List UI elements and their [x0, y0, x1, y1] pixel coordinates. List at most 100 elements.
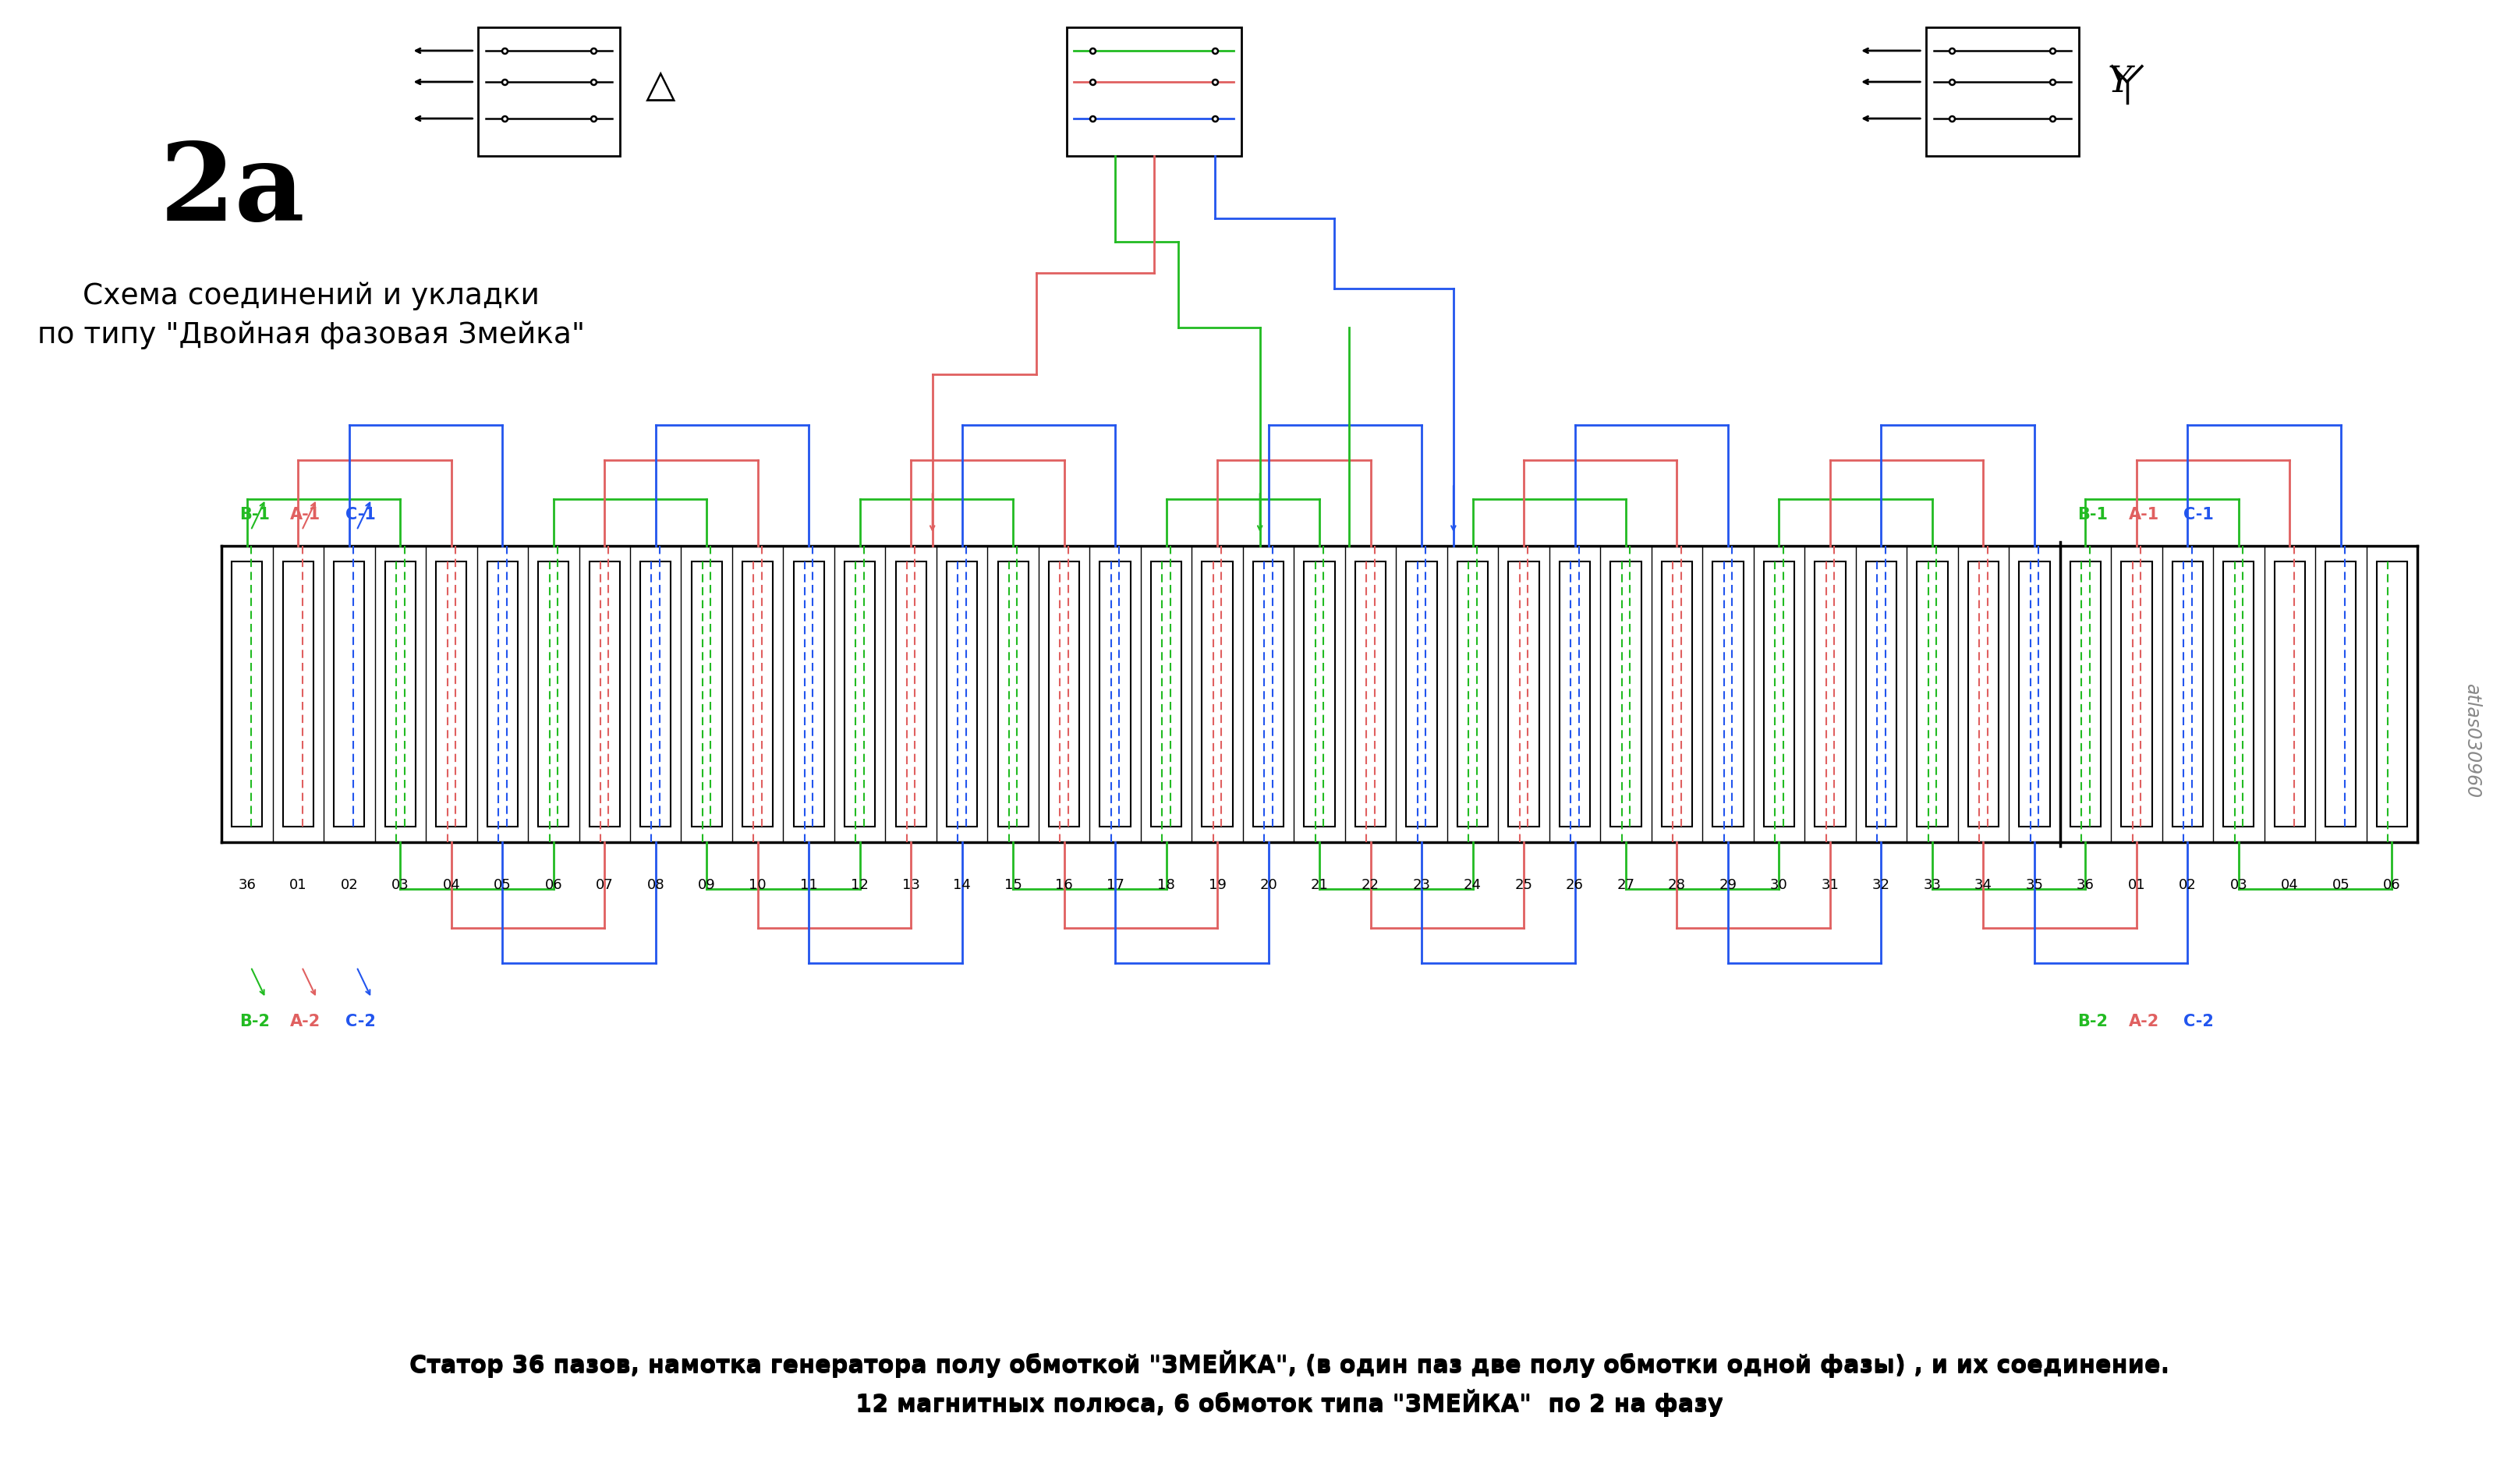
Bar — [2275, 561, 2305, 827]
Text: A-1: A-1 — [2128, 508, 2160, 522]
Bar — [1610, 561, 1640, 827]
Text: A-2: A-2 — [290, 1014, 320, 1030]
Bar — [2325, 561, 2355, 827]
Text: 05: 05 — [2332, 879, 2350, 892]
Text: A-1: A-1 — [290, 508, 320, 522]
Bar — [997, 561, 1027, 827]
Bar — [742, 561, 772, 827]
Text: Схема соединений и укладки: Схема соединений и укладки — [82, 282, 540, 310]
Text: 04: 04 — [442, 879, 460, 892]
Text: 11: 11 — [800, 879, 818, 892]
Bar — [1202, 561, 1232, 827]
Bar — [1457, 561, 1487, 827]
Text: B-2: B-2 — [2077, 1014, 2108, 1030]
Bar — [1100, 561, 1130, 827]
Bar — [845, 561, 875, 827]
Text: 12 магнитных полюса, 6 обмоток типа "ЗМЕЙКА"  по 2 на фазу: 12 магнитных полюса, 6 обмоток типа "ЗМЕ… — [855, 1389, 1722, 1416]
Bar — [232, 561, 262, 827]
Text: 26: 26 — [1565, 879, 1582, 892]
Bar — [1917, 561, 1948, 827]
Text: 04: 04 — [2280, 879, 2298, 892]
Bar — [2222, 561, 2255, 827]
Text: B-2: B-2 — [240, 1014, 270, 1030]
Bar — [2020, 561, 2050, 827]
Text: 23: 23 — [1412, 879, 1430, 892]
Text: 12: 12 — [850, 879, 870, 892]
Text: C-2: C-2 — [345, 1014, 375, 1030]
Text: △: △ — [645, 67, 675, 104]
Text: Y: Y — [2108, 64, 2132, 99]
Text: 07: 07 — [595, 879, 612, 892]
Text: 22: 22 — [1362, 879, 1380, 892]
Text: 14: 14 — [952, 879, 970, 892]
Bar — [537, 561, 570, 827]
Text: 34: 34 — [1975, 879, 1992, 892]
Text: по типу "Двойная фазовая Змейка": по типу "Двойная фазовая Змейка" — [37, 321, 585, 350]
Text: 15: 15 — [1005, 879, 1022, 892]
Text: 06: 06 — [545, 879, 562, 892]
Text: 30: 30 — [1770, 879, 1787, 892]
Text: 10: 10 — [750, 879, 767, 892]
Bar — [1252, 561, 1282, 827]
Text: 17: 17 — [1108, 879, 1125, 892]
Text: 01: 01 — [290, 879, 307, 892]
Text: 09: 09 — [698, 879, 715, 892]
Text: B-1: B-1 — [2077, 508, 2108, 522]
Bar — [1712, 561, 1742, 827]
Text: C-1: C-1 — [2182, 508, 2215, 522]
Bar — [335, 561, 365, 827]
Bar — [2172, 561, 2202, 827]
Text: 01: 01 — [2128, 879, 2145, 892]
Bar — [435, 561, 467, 827]
Bar — [385, 561, 415, 827]
Text: B-1: B-1 — [240, 508, 270, 522]
Text: 02: 02 — [340, 879, 357, 892]
Text: 32: 32 — [1872, 879, 1890, 892]
Bar — [477, 27, 620, 156]
Bar — [1507, 561, 1540, 827]
Text: 05: 05 — [492, 879, 512, 892]
Bar — [590, 561, 620, 827]
Bar — [1305, 561, 1335, 827]
Bar — [1968, 561, 1998, 827]
Text: 28: 28 — [1668, 879, 1685, 892]
Bar — [2378, 561, 2408, 827]
Text: 02: 02 — [2178, 879, 2198, 892]
Text: 18: 18 — [1158, 879, 1175, 892]
Text: 36: 36 — [2077, 879, 2095, 892]
Bar — [692, 561, 722, 827]
Text: 27: 27 — [1618, 879, 1635, 892]
Text: 03: 03 — [392, 879, 410, 892]
Bar — [1050, 561, 1080, 827]
Text: 35: 35 — [2025, 879, 2042, 892]
Text: 12 магнитных полюса, 6 обмоток типа "ЗМЕЙКА"  по 2 на фазу: 12 магнитных полюса, 6 обмоток типа "ЗМЕ… — [855, 1391, 1722, 1417]
Text: 33: 33 — [1922, 879, 1940, 892]
Bar — [1762, 561, 1795, 827]
Text: 29: 29 — [1720, 879, 1737, 892]
Bar — [1068, 27, 1242, 156]
Text: C-2: C-2 — [2182, 1014, 2215, 1030]
Text: 20: 20 — [1260, 879, 1278, 892]
Bar — [488, 561, 518, 827]
Text: 19: 19 — [1208, 879, 1225, 892]
Text: 16: 16 — [1055, 879, 1072, 892]
Text: 13: 13 — [902, 879, 920, 892]
Bar — [1407, 561, 1437, 827]
Bar — [1662, 561, 1693, 827]
Text: 25: 25 — [1515, 879, 1532, 892]
Bar — [640, 561, 670, 827]
Bar — [2120, 561, 2152, 827]
Bar — [895, 561, 925, 827]
Bar — [948, 561, 978, 827]
Bar — [282, 561, 312, 827]
Text: Статор 36 пазов, намотка генератора полу обмоткой "ЗМЕЙКА", (в один паз две полу: Статор 36 пазов, намотка генератора полу… — [410, 1352, 2170, 1379]
Bar — [1815, 561, 1845, 827]
Bar — [2070, 561, 2100, 827]
Bar — [1560, 561, 1590, 827]
Text: C-1: C-1 — [345, 508, 375, 522]
Text: Статор 36 пазов, намотка генератора полу обмоткой "ЗМЕЙКА", (в один паз две полу: Статор 36 пазов, намотка генератора полу… — [410, 1350, 2170, 1376]
Text: atlas030960: atlas030960 — [2462, 684, 2480, 798]
Text: 06: 06 — [2382, 879, 2400, 892]
Text: 2a: 2a — [160, 139, 305, 243]
Text: 24: 24 — [1462, 879, 1482, 892]
